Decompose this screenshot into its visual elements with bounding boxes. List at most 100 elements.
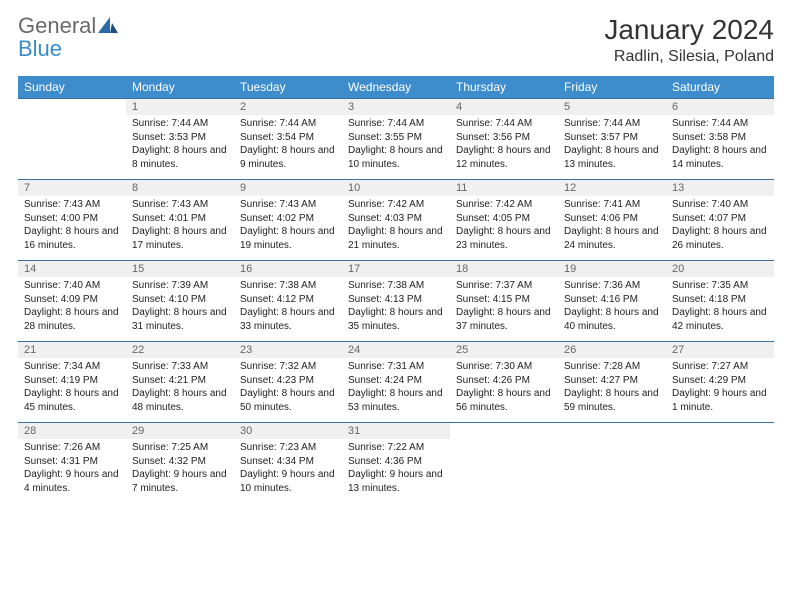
day-number: 7	[18, 180, 126, 197]
day-data-row: Sunrise: 7:26 AMSunset: 4:31 PMDaylight:…	[18, 439, 774, 503]
logo-text: General Blue	[18, 14, 118, 60]
day-number-row: 14151617181920	[18, 261, 774, 278]
day-data-row: Sunrise: 7:44 AM Sunset: 3:53 PM Daylight:…	[18, 115, 774, 180]
sunrise-text: Sunrise: 7:36 AM	[564, 279, 660, 293]
day-cell: Sunrise: 7:42 AMSunset: 4:05 PMDaylight:…	[450, 196, 558, 261]
day-cell: Sunrise: 7:35 AMSunset: 4:18 PMDaylight:…	[666, 277, 774, 342]
day-cell: Sunrise: 7:44 AMSunset: 3:54 PMDaylight:…	[234, 115, 342, 180]
day-number-row: 123456	[18, 99, 774, 116]
day-number: 13	[666, 180, 774, 197]
sunset-text: Sunset: 3:55 PM	[348, 131, 444, 145]
sunset-text: Sunset: 4:19 PM	[24, 374, 120, 388]
sunset-text: Sunset: 4:27 PM	[564, 374, 660, 388]
day-cell: Sunrise: 7:22 AMSunset: 4:36 PMDaylight:…	[342, 439, 450, 503]
sunrise-text: Sunrise: 7:44 AM	[456, 117, 552, 131]
day-number-row: 28293031	[18, 423, 774, 440]
day-cell: Sunrise: 7:25 AMSunset: 4:32 PMDaylight:…	[126, 439, 234, 503]
sunset-text: Sunset: 4:26 PM	[456, 374, 552, 388]
daylight-text: Daylight: 8 hours and 16 minutes.	[24, 225, 120, 252]
day-number: 5	[558, 99, 666, 116]
sunset-text: Sunset: 3:57 PM	[564, 131, 660, 145]
day-number: 9	[234, 180, 342, 197]
day-cell: Sunrise: 7:38 AMSunset: 4:12 PMDaylight:…	[234, 277, 342, 342]
day-cell: Sunrise: 7:38 AMSunset: 4:13 PMDaylight:…	[342, 277, 450, 342]
sunset-text: Sunset: 4:16 PM	[564, 293, 660, 307]
sunrise-text: Sunrise: 7:40 AM	[672, 198, 768, 212]
day-cell: Sunrise: 7:40 AMSunset: 4:07 PMDaylight:…	[666, 196, 774, 261]
day-number-row: 78910111213	[18, 180, 774, 197]
day-number: 2	[234, 99, 342, 116]
sunrise-text: Sunrise: 7:27 AM	[672, 360, 768, 374]
sunrise-text: Sunrise: 7:34 AM	[24, 360, 120, 374]
day-number: 31	[342, 423, 450, 440]
daylight-text: Daylight: 8 hours and 45 minutes.	[24, 387, 120, 414]
day-number: 30	[234, 423, 342, 440]
sunrise-text: Sunrise: 7:22 AM	[348, 441, 444, 455]
sunrise-text: Sunrise: 7:23 AM	[240, 441, 336, 455]
day-cell: Sunrise: 7:44 AMSunset: 3:55 PMDaylight:…	[342, 115, 450, 180]
day-number: 25	[450, 342, 558, 359]
day-cell: Sunrise: 7:36 AMSunset: 4:16 PMDaylight:…	[558, 277, 666, 342]
daylight-text: Daylight: 9 hours and 4 minutes.	[24, 468, 120, 495]
sunrise-text: Sunrise: 7:44 AM	[240, 117, 336, 131]
weekday-header: Wednesday	[342, 76, 450, 99]
daylight-text: Daylight: 8 hours and 23 minutes.	[456, 225, 552, 252]
day-number: 29	[126, 423, 234, 440]
daylight-text: Daylight: 8 hours and 9 minutes.	[240, 144, 336, 171]
day-data-row: Sunrise: 7:43 AMSunset: 4:00 PMDaylight:…	[18, 196, 774, 261]
sunset-text: Sunset: 4:12 PM	[240, 293, 336, 307]
sunrise-text: Sunrise: 7:44 AM	[672, 117, 768, 131]
day-cell: Sunrise: 7:44 AMSunset: 3:56 PMDaylight:…	[450, 115, 558, 180]
day-number	[666, 423, 774, 440]
day-cell: Sunrise: 7:39 AMSunset: 4:10 PMDaylight:…	[126, 277, 234, 342]
weekday-header: Thursday	[450, 76, 558, 99]
logo-part2: Blue	[18, 36, 62, 61]
day-cell: Sunrise: 7:43 AMSunset: 4:01 PMDaylight:…	[126, 196, 234, 261]
day-number	[450, 423, 558, 440]
day-cell: Sunrise: 7:43 AMSunset: 4:02 PMDaylight:…	[234, 196, 342, 261]
sunset-text: Sunset: 4:36 PM	[348, 455, 444, 469]
weekday-header: Monday	[126, 76, 234, 99]
brand-logo: General Blue	[18, 14, 118, 60]
sunrise-text: Sunrise: 7:32 AM	[240, 360, 336, 374]
day-cell: Sunrise: 7:41 AMSunset: 4:06 PMDaylight:…	[558, 196, 666, 261]
daylight-text: Daylight: 8 hours and 26 minutes.	[672, 225, 768, 252]
day-number: 1	[126, 99, 234, 116]
daylight-text: Daylight: 8 hours and 53 minutes.	[348, 387, 444, 414]
sunrise-text: Sunrise: 7:40 AM	[24, 279, 120, 293]
sunrise-text: Sunrise: 7:42 AM	[456, 198, 552, 212]
day-cell: Sunrise: 7:27 AMSunset: 4:29 PMDaylight:…	[666, 358, 774, 423]
sunset-text: Sunset: 4:07 PM	[672, 212, 768, 226]
sunset-text: Sunset: 3:56 PM	[456, 131, 552, 145]
sunset-text: Sunset: 4:02 PM	[240, 212, 336, 226]
day-cell: Sunrise: 7:30 AMSunset: 4:26 PMDaylight:…	[450, 358, 558, 423]
day-number: 24	[342, 342, 450, 359]
day-cell: Sunrise: 7:44 AMSunset: 3:53 PMDaylight:…	[126, 115, 234, 180]
sunset-text: Sunset: 3:58 PM	[672, 131, 768, 145]
sunrise-text: Sunrise: 7:41 AM	[564, 198, 660, 212]
day-number: 26	[558, 342, 666, 359]
sunrise-text: Sunrise: 7:43 AM	[24, 198, 120, 212]
sunrise-text: Sunrise: 7:38 AM	[348, 279, 444, 293]
daylight-text: Daylight: 8 hours and 33 minutes.	[240, 306, 336, 333]
daylight-text: Daylight: 9 hours and 13 minutes.	[348, 468, 444, 495]
day-number: 19	[558, 261, 666, 278]
logo-part1: General	[18, 13, 96, 38]
sunrise-text: Sunrise: 7:43 AM	[132, 198, 228, 212]
sunrise-text: Sunrise: 7:43 AM	[240, 198, 336, 212]
day-number-row: 21222324252627	[18, 342, 774, 359]
daylight-text: Daylight: 8 hours and 35 minutes.	[348, 306, 444, 333]
sunset-text: Sunset: 4:21 PM	[132, 374, 228, 388]
daylight-text: Daylight: 8 hours and 13 minutes.	[564, 144, 660, 171]
location-label: Radlin, Silesia, Poland	[604, 48, 774, 66]
sunset-text: Sunset: 3:53 PM	[132, 131, 228, 145]
day-cell: Sunrise: 7:32 AMSunset: 4:23 PMDaylight:…	[234, 358, 342, 423]
sunset-text: Sunset: 4:24 PM	[348, 374, 444, 388]
daylight-text: Daylight: 8 hours and 40 minutes.	[564, 306, 660, 333]
day-data-row: Sunrise: 7:34 AMSunset: 4:19 PMDaylight:…	[18, 358, 774, 423]
weekday-header: Sunday	[18, 76, 126, 99]
day-cell: Sunrise: 7:34 AMSunset: 4:19 PMDaylight:…	[18, 358, 126, 423]
day-number: 18	[450, 261, 558, 278]
daylight-text: Daylight: 8 hours and 59 minutes.	[564, 387, 660, 414]
day-cell	[18, 115, 126, 180]
